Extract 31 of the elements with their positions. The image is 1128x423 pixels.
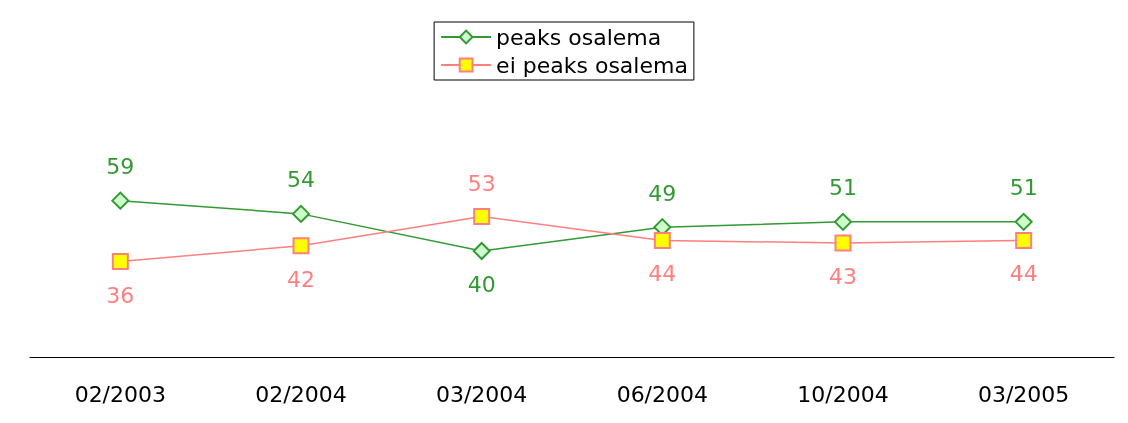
x-tick-label: 02/2003 [74, 381, 167, 407]
data-label: 40 [467, 272, 496, 298]
point [1015, 231, 1033, 249]
data-label: 42 [287, 266, 315, 292]
x-tick-label: 03/2004 [435, 381, 528, 407]
point [1014, 212, 1033, 231]
point [653, 231, 671, 249]
point [472, 241, 491, 260]
point [834, 234, 852, 252]
data-label: 43 [829, 264, 857, 290]
data-label: 51 [829, 175, 857, 201]
point [111, 253, 129, 271]
data-label: 59 [106, 154, 135, 180]
x-tick-label: 10/2004 [797, 381, 889, 407]
data-label: 44 [1009, 261, 1038, 287]
point [292, 204, 310, 223]
x-tick-label: 06/2004 [616, 381, 709, 407]
data-label: 49 [648, 180, 677, 206]
point [473, 208, 491, 226]
legend-label: ei peaks osalema [496, 52, 688, 78]
point [834, 212, 852, 231]
data-label: 51 [1009, 175, 1038, 201]
data-label: 53 [467, 170, 496, 196]
data-label: 36 [106, 282, 135, 308]
point [292, 237, 310, 255]
x-tick-label: 03/2005 [977, 381, 1070, 407]
point [111, 191, 130, 210]
data-label: 54 [287, 167, 315, 193]
legend-label: peaks osalema [496, 24, 662, 50]
x-tick-label: 02/2004 [255, 381, 347, 407]
data-label: 44 [648, 261, 677, 287]
